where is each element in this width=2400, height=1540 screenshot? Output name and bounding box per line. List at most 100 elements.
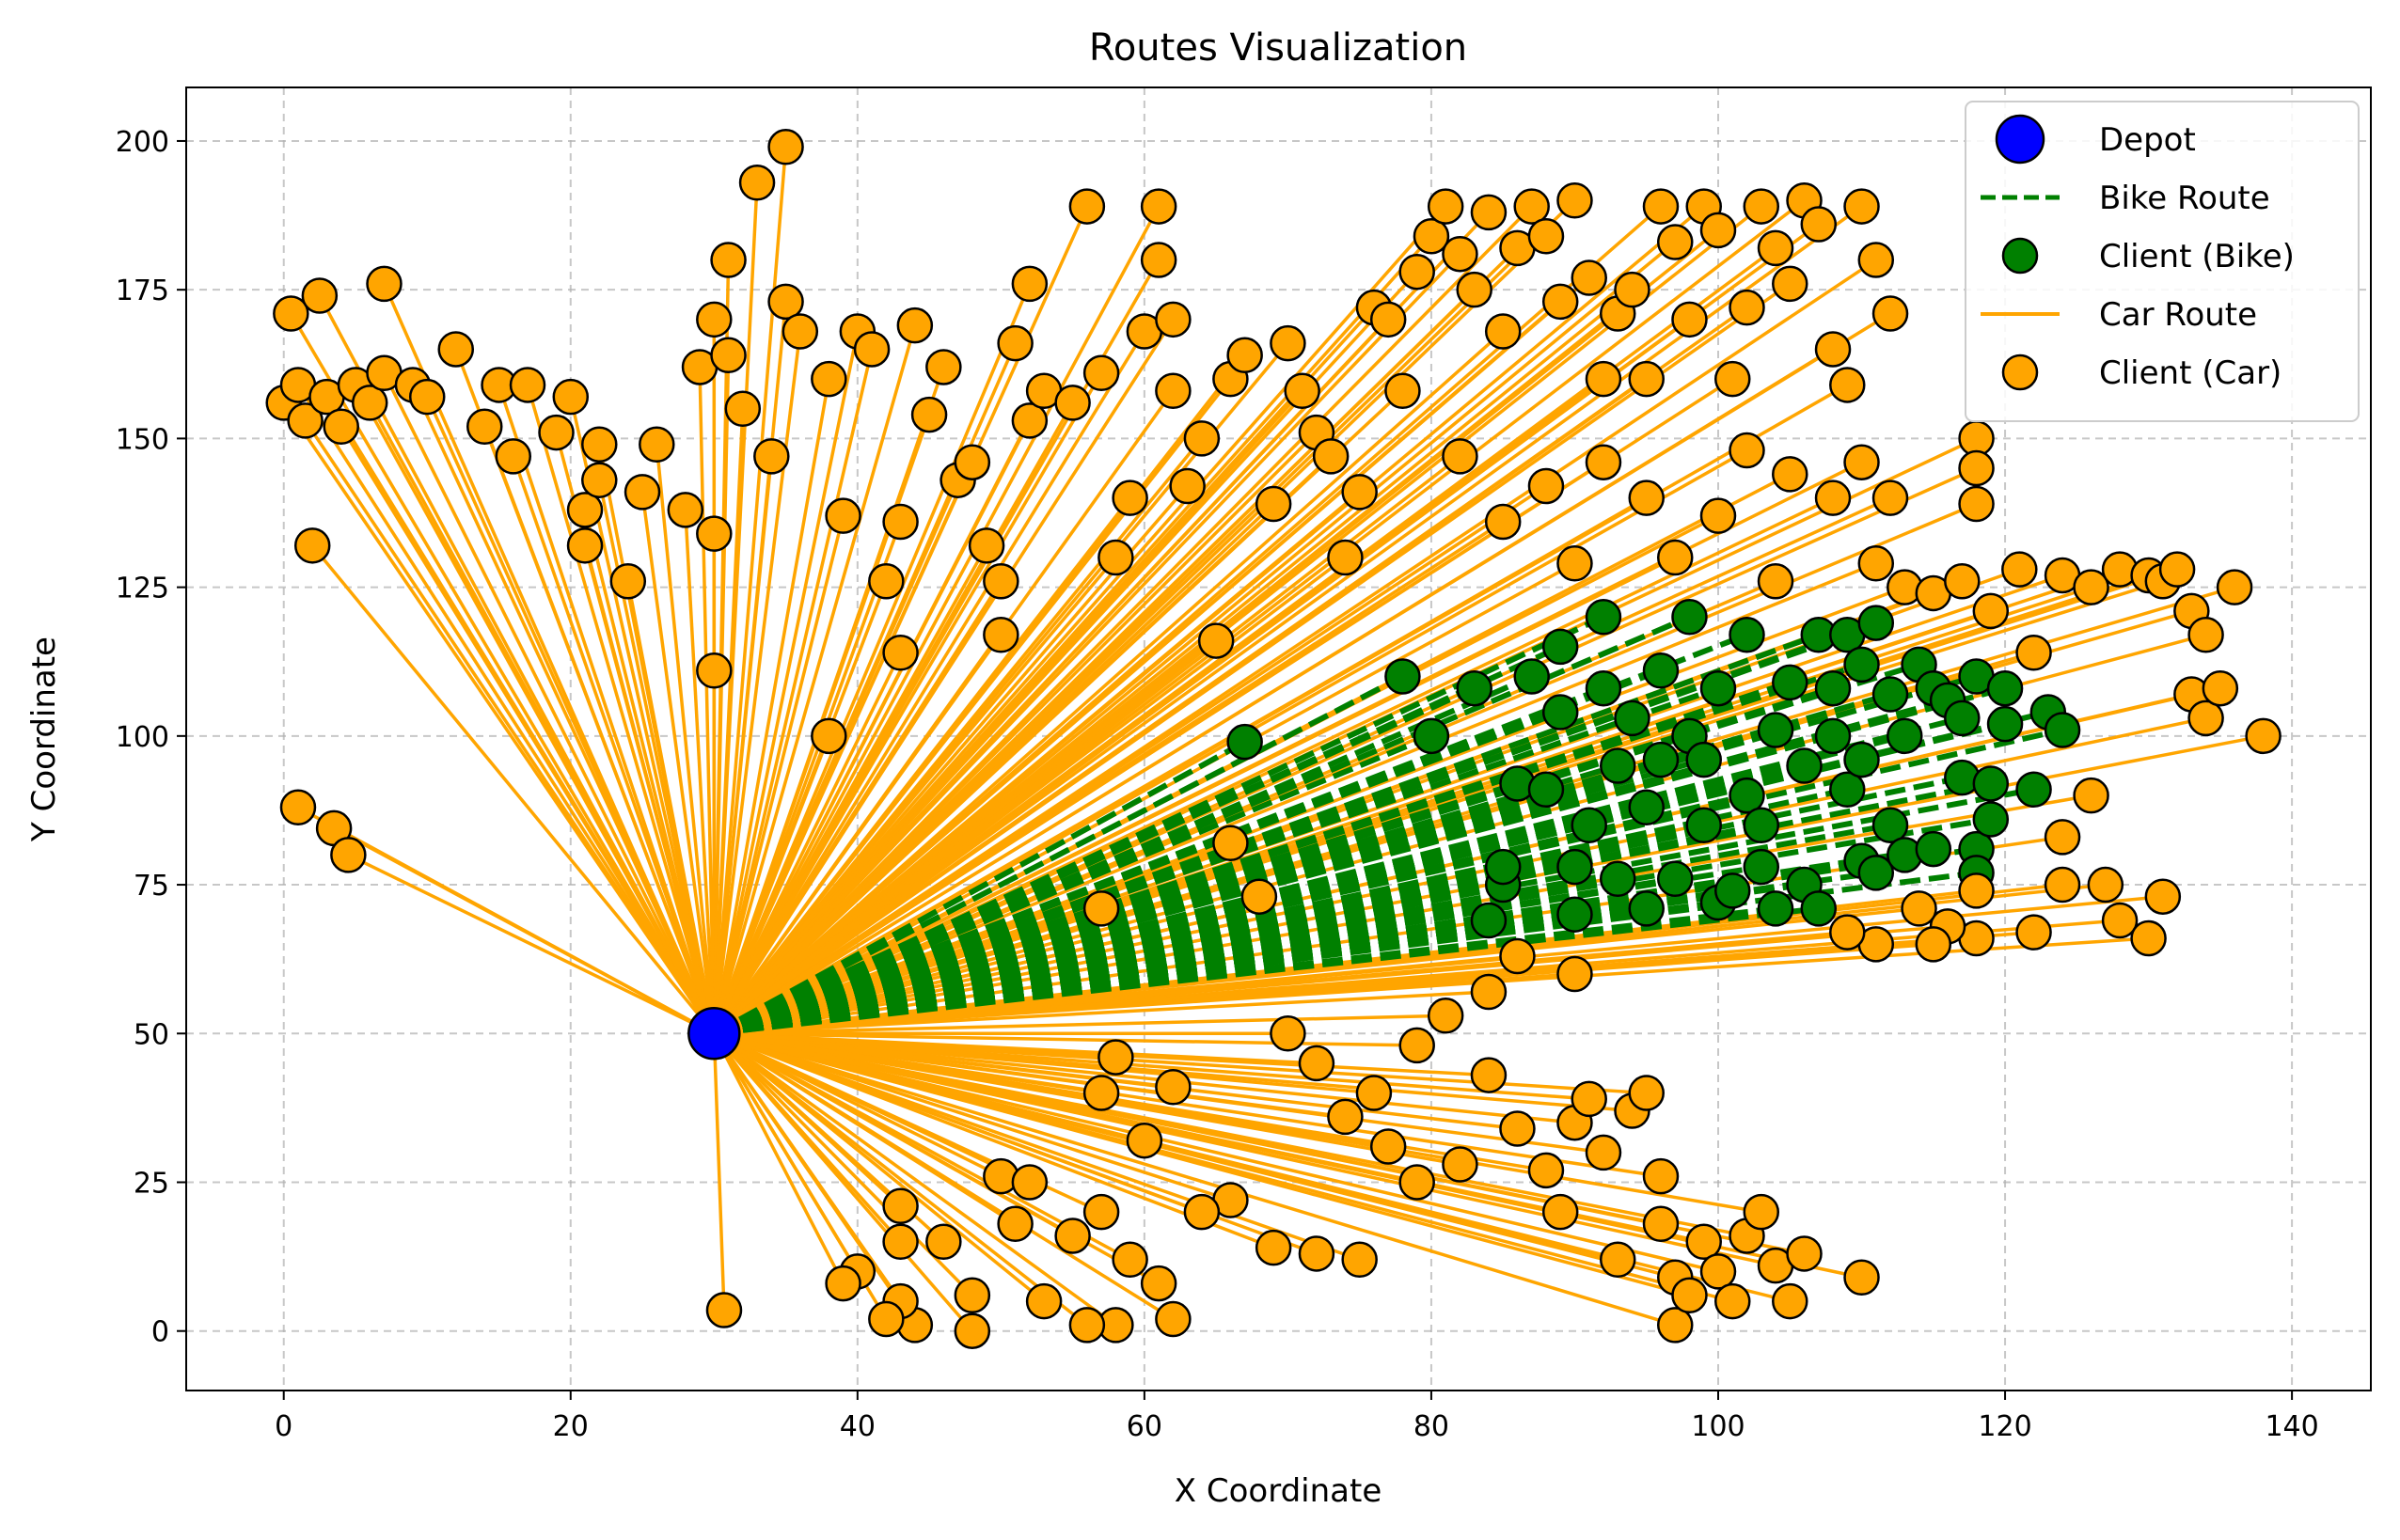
car-client-point [1183, 1193, 1221, 1231]
bike-client-point [1915, 830, 1952, 868]
car-route-line [626, 580, 717, 1034]
bike-client-point [1714, 872, 1751, 909]
car-client-point [1527, 217, 1565, 255]
car-client-point [323, 408, 359, 445]
car-client-point [2216, 569, 2253, 605]
car-client-point [1556, 181, 1593, 219]
car-client-point [1814, 331, 1852, 368]
bike-route-line [713, 620, 1877, 1037]
bike-route-line [713, 709, 2049, 1037]
car-route-line [339, 425, 716, 1035]
car-client-point [1857, 545, 1895, 582]
car-client-point [1082, 890, 1120, 927]
car-route-line [712, 283, 1032, 1034]
car-client-point [1442, 235, 1478, 273]
car-client-point [983, 616, 1019, 653]
car-client-point [538, 414, 575, 451]
bike-route-line [712, 673, 1404, 1036]
car-client-point [1871, 295, 1909, 332]
car-client-point [1499, 1110, 1536, 1147]
car-route-line [713, 198, 1576, 1035]
car-client-point [581, 426, 618, 463]
car-client-point [825, 497, 861, 534]
car-client-point [1556, 545, 1593, 582]
bike-client-point [1556, 848, 1593, 886]
y-axis-label: Y Coordinate [25, 636, 63, 842]
depot-point [687, 1007, 741, 1061]
car-client-point [1958, 449, 1995, 487]
bike-client-point [1772, 664, 1808, 701]
car-client-point [882, 1223, 919, 1261]
car-client-point [1871, 479, 1909, 516]
car-client-point [1398, 253, 1435, 291]
car-client-point [1341, 1241, 1378, 1279]
client-points [265, 129, 2282, 1349]
car-client-point [1470, 1057, 1508, 1093]
bike-client-point [1484, 848, 1522, 886]
car-client-point [1025, 1282, 1063, 1320]
car-client-point [1226, 337, 1263, 374]
car-client-point [724, 390, 762, 428]
car-client-point [1843, 188, 1880, 225]
car-route-line [296, 384, 716, 1035]
car-client-point [1054, 1218, 1091, 1254]
car-client-point [2073, 777, 2109, 814]
car-client-point [2001, 551, 2038, 588]
car-route-line [713, 1031, 1117, 1327]
car-route-line [712, 1032, 860, 1273]
car-route-line [712, 318, 1175, 1035]
car-route-line [713, 1031, 1031, 1185]
car-client-point [273, 295, 309, 332]
bike-client-point [1843, 646, 1880, 684]
car-client-point [2144, 878, 2182, 915]
car-client-point [1656, 1307, 1694, 1344]
car-client-point [2044, 866, 2081, 904]
bike-client-point [1786, 747, 1823, 784]
bike-client-point [1814, 669, 1852, 707]
bike-client-point [1685, 807, 1722, 844]
bike-client-point [1743, 848, 1780, 886]
car-route-line [713, 1031, 1231, 1202]
car-client-point [1614, 271, 1650, 308]
car-route-line [712, 354, 731, 1034]
car-route-line [713, 1031, 1074, 1237]
bike-client-point [1871, 676, 1909, 713]
car-client-point [2158, 551, 2196, 588]
car-client-point [1599, 1241, 1636, 1279]
car-route-line [713, 211, 1491, 1035]
bike-client-point [1413, 717, 1450, 755]
bike-client-point [1628, 789, 1665, 826]
depot-layer [687, 1007, 741, 1061]
car-route-line [713, 1031, 902, 1208]
car-client-point [509, 367, 546, 403]
bike-route-line [713, 822, 1891, 1037]
car-client-point [767, 283, 804, 321]
car-client-point [1484, 503, 1522, 541]
car-route-line [368, 401, 716, 1035]
bike-client-point [1986, 705, 2024, 743]
car-client-point [1829, 367, 1866, 403]
car-client-point [1671, 1277, 1708, 1313]
bike-client-point [1541, 694, 1579, 731]
y-tick-label: 100 [116, 721, 169, 754]
car-route-line [712, 349, 874, 1034]
car-client-point [1757, 563, 1794, 600]
car-client-point [2044, 819, 2081, 856]
x-axis-label: X Coordinate [1175, 1472, 1382, 1510]
car-route-line [713, 436, 1978, 1035]
car-client-point [408, 378, 446, 416]
car-client-point [1642, 1205, 1680, 1243]
car-route-line [713, 282, 1792, 1035]
car-route-line [714, 1031, 1116, 1060]
car-client-point [624, 474, 661, 511]
car-route-line [714, 1031, 1102, 1095]
car-route-line [713, 205, 1762, 1035]
car-client-point [1499, 937, 1536, 975]
car-route-line [712, 182, 759, 1034]
car-route-line [482, 426, 716, 1034]
car-client-point [1140, 242, 1177, 278]
bike-client-point [1887, 717, 1923, 755]
car-route-line [712, 378, 831, 1034]
bike-client-point [1456, 669, 1492, 707]
bike-route-line [713, 816, 1992, 1037]
